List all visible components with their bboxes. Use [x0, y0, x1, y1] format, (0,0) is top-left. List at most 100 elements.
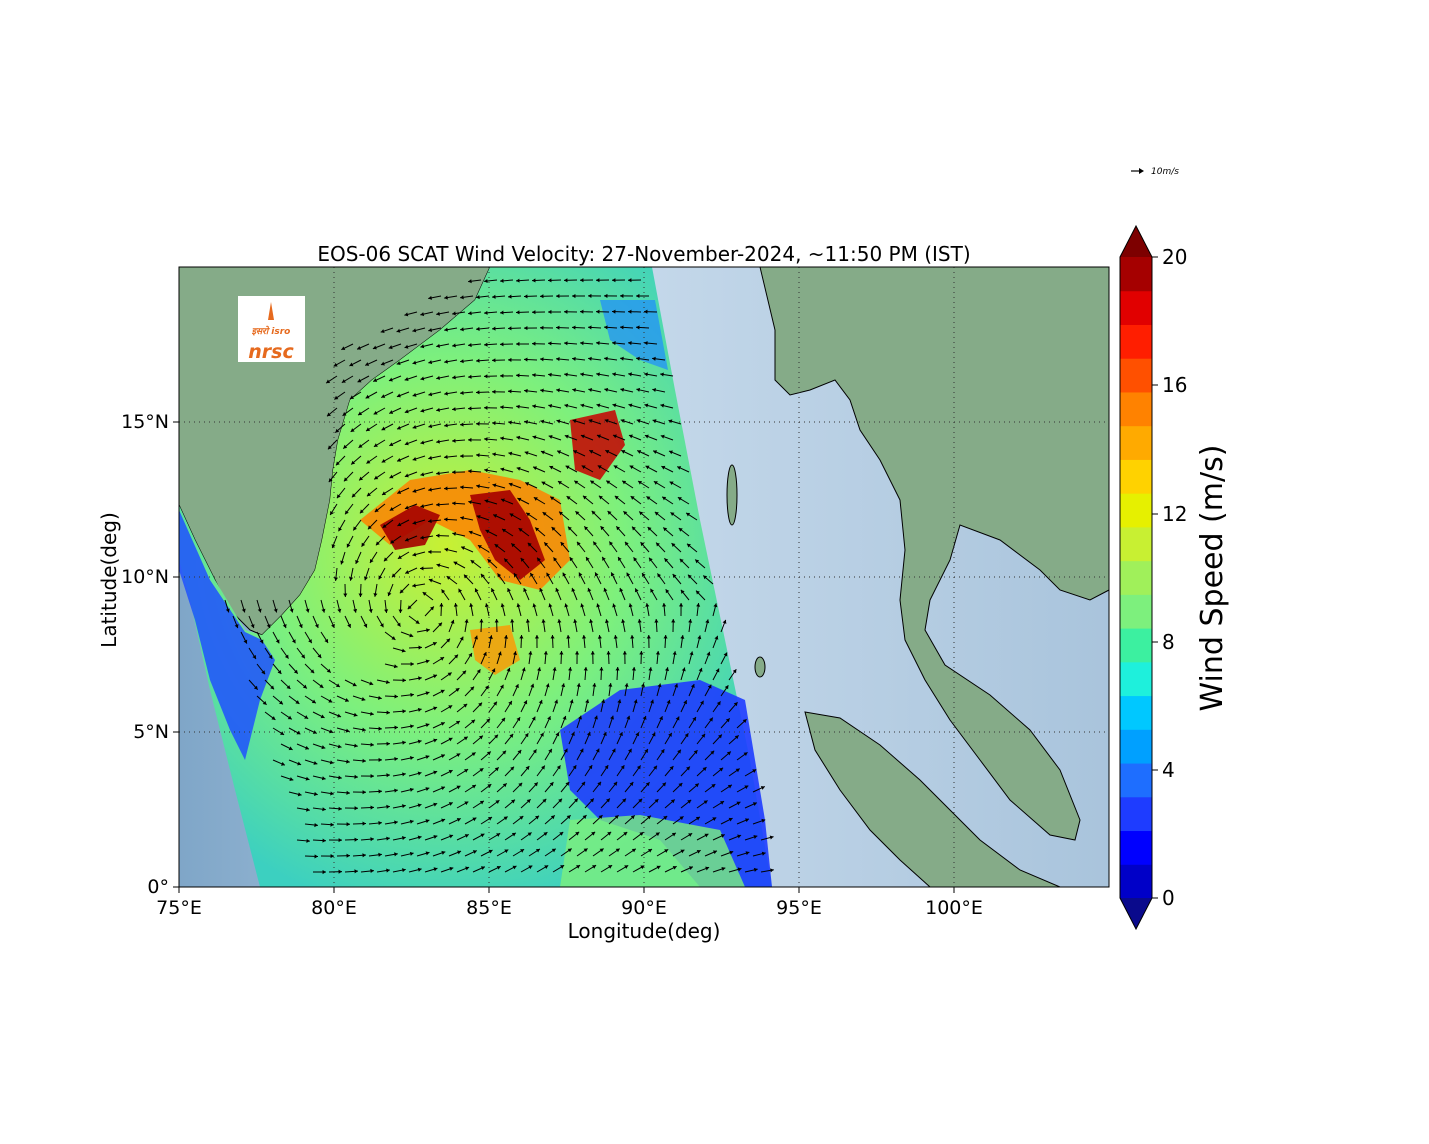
wind-vector-head [433, 867, 438, 872]
wind-vector-head [405, 570, 410, 574]
wind-vector-head [709, 717, 713, 722]
wind-vector-head [718, 734, 722, 739]
wind-vector-head [760, 786, 765, 790]
wind-vector-head [526, 512, 531, 517]
reference-arrow-icon [1139, 168, 1144, 174]
wind-vector-head [432, 642, 437, 646]
wind-vector-head [629, 465, 634, 470]
wind-vector-head [488, 849, 493, 854]
wind-vector-head [484, 374, 488, 379]
wind-vector-head [679, 603, 684, 607]
wind-vector-head [688, 833, 693, 837]
wind-vector-head [528, 865, 533, 870]
wind-vector-head [420, 535, 424, 540]
wind-vector-head [478, 735, 483, 740]
wind-vector-head [341, 346, 346, 351]
wind-vector-head [378, 852, 382, 857]
wind-vector-head [556, 325, 560, 330]
wind-vector-head [444, 547, 449, 552]
wind-vector-head [723, 652, 728, 657]
wind-vector-head [463, 574, 468, 579]
wind-vector-head [508, 482, 513, 487]
wind-vector-head [500, 498, 505, 503]
wind-vector-head [456, 753, 461, 758]
wind-vector-head [574, 480, 579, 485]
wind-vector-head [628, 403, 633, 408]
wind-vector-head [576, 541, 581, 546]
wind-vector-head [656, 865, 661, 870]
wind-vector-head [487, 559, 492, 563]
wind-vector-head [644, 434, 649, 439]
wind-vector-head [597, 781, 602, 786]
wind-vector-head [436, 471, 440, 476]
wind-vector-head [306, 838, 310, 843]
wind-vector-head [412, 424, 417, 429]
wind-vector-head [354, 869, 358, 874]
wind-vector-head [551, 848, 556, 853]
wind-vector-head [513, 573, 518, 578]
wind-vector-head [314, 623, 319, 628]
wind-vector-head [744, 785, 749, 790]
x-tick-label: 85°E [466, 897, 512, 919]
wind-vector-head [556, 388, 560, 393]
wind-vector-head [500, 603, 505, 608]
wind-vector-head [494, 767, 499, 772]
wind-vector-head [346, 543, 351, 548]
wind-vector-head [664, 849, 669, 853]
nrsc-logo: इसरो isro nrsc [238, 296, 305, 363]
wind-vector-head [604, 619, 610, 624]
wind-vector-head [500, 373, 504, 378]
wind-vector-head [527, 832, 532, 837]
wind-vector-head [366, 492, 371, 497]
wind-vector-head [556, 357, 560, 362]
wind-vector-head [580, 403, 585, 408]
wind-vector-head [338, 775, 342, 780]
wind-vector-head [640, 542, 645, 547]
wind-vector-head [508, 389, 512, 394]
wind-vector-head [401, 836, 406, 841]
wind-vector-head [476, 358, 480, 363]
wind-vector-head [440, 754, 445, 759]
wind-vector-head [268, 654, 273, 659]
wind-vector-head [572, 293, 576, 299]
wind-vector-head [596, 403, 601, 408]
wind-vector-head [370, 711, 374, 716]
wind-vector-head [622, 651, 627, 655]
wind-vector-head [662, 603, 667, 607]
wind-vector-head [474, 635, 478, 640]
wind-vector-head [328, 478, 333, 483]
wind-vector-head [334, 395, 339, 400]
wind-vector-head [441, 850, 446, 855]
wind-vector-head [336, 494, 341, 499]
wind-vector-head [345, 510, 349, 515]
wind-vector-head [559, 831, 564, 836]
wind-vector-head [607, 511, 612, 515]
wind-vector-head [394, 820, 398, 825]
wind-vector-head [573, 450, 578, 454]
wind-vector-head [636, 419, 641, 423]
wind-vector-head [470, 560, 475, 564]
wind-vector-head [579, 748, 584, 753]
wind-vector-head [347, 623, 351, 628]
wind-vector-head [597, 465, 602, 470]
wind-vector-head [652, 388, 657, 393]
wind-vector-head [409, 851, 414, 856]
wind-vector-head [373, 443, 378, 447]
wind-vector-head [412, 328, 417, 333]
wind-vector-head [418, 676, 422, 681]
wind-vector-head [624, 541, 629, 546]
wind-vector-head [488, 635, 493, 640]
wind-vector-head [366, 459, 371, 464]
wind-vector-head [358, 593, 363, 597]
land-sumatra [804, 711, 1061, 887]
wind-vector-head [715, 668, 720, 673]
wind-vector-head [225, 608, 230, 613]
wind-vector-head [448, 737, 453, 742]
wind-vector-head [500, 405, 504, 410]
wind-vector-head [532, 310, 536, 315]
wind-vector-head [534, 635, 540, 639]
wind-vector-head [508, 420, 512, 425]
wind-vector-head [518, 782, 523, 787]
wind-vector-head [252, 654, 256, 659]
